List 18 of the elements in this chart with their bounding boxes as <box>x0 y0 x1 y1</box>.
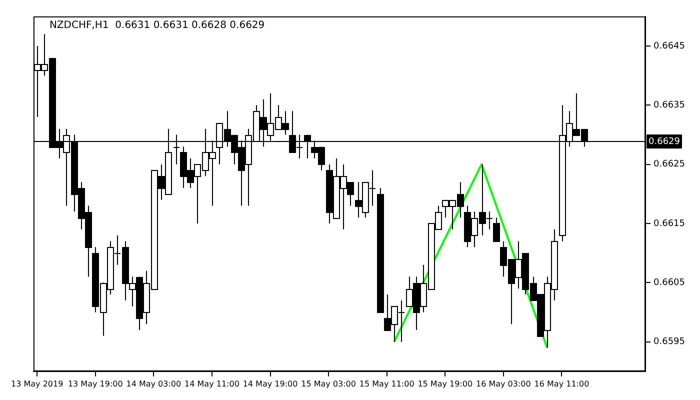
x-tick-label: 13 May 19:00 <box>68 379 123 388</box>
ref-line-label: 0.6629 <box>648 136 680 147</box>
x-tick-label: 15 May 19:00 <box>418 379 473 388</box>
x-tick-label: 13 May 2019 <box>11 379 64 388</box>
x-tick-label: 16 May 03:00 <box>476 379 531 388</box>
y-tick-label: 0.6625 <box>654 160 686 170</box>
y-tick-label: 0.6595 <box>654 337 686 348</box>
y-tick-label: 0.6645 <box>654 41 686 52</box>
x-tick-label: 15 May 03:00 <box>301 379 356 388</box>
x-tick-label: 16 May 11:00 <box>534 379 590 388</box>
x-tick-label: 14 May 11:00 <box>184 379 240 388</box>
y-tick-label: 0.6635 <box>654 100 686 110</box>
y-tick-label: 0.6605 <box>654 278 686 288</box>
x-tick-label: 14 May 19:00 <box>242 379 298 388</box>
x-tick-label: 14 May 03:00 <box>126 379 182 388</box>
y-tick-label: 0.6615 <box>654 218 686 229</box>
x-tick-label: 15 May 11:00 <box>359 379 414 388</box>
chart-title: NZDCHF,H1 0.6631 0.6631 0.6628 0.6629 <box>49 20 265 31</box>
